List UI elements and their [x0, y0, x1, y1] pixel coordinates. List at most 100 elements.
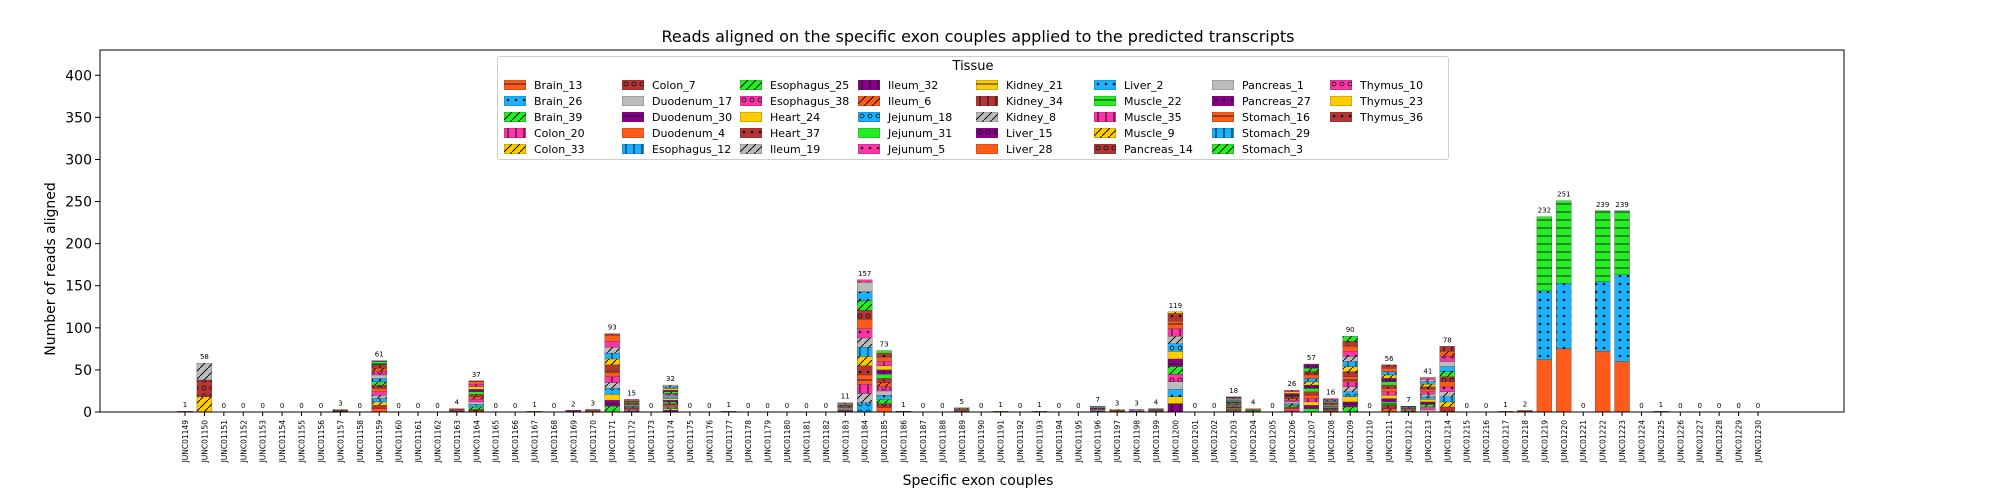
bar-total-label: 1 — [1037, 401, 1041, 409]
legend-swatch — [1094, 80, 1116, 90]
legend-swatch — [976, 96, 998, 106]
bar-segment — [1614, 274, 1630, 362]
x-tick-label: JUNC01200 — [1171, 420, 1180, 464]
legend-entry: Jejunum_31 — [858, 125, 976, 141]
legend-label: Stomach_3 — [1242, 142, 1303, 156]
x-tick-label: JUNC01222 — [1599, 420, 1608, 464]
bar-total-label: 119 — [1169, 302, 1182, 310]
legend-entry: Thymus_36 — [1330, 109, 1448, 125]
bar-segment — [857, 319, 873, 329]
legend-swatch — [1094, 144, 1116, 154]
bar-segment — [1381, 381, 1397, 386]
bar-segment — [1303, 368, 1319, 372]
bar-segment — [662, 384, 679, 387]
bar-total-label: 0 — [1698, 402, 1702, 410]
bar-segment — [1381, 364, 1397, 369]
bar-segment — [876, 386, 892, 392]
bar-total-label: 0 — [319, 402, 323, 410]
bar-segment — [468, 396, 484, 400]
legend-entry: Liver_2 — [1094, 77, 1212, 93]
bar-segment — [1284, 393, 1300, 396]
bar-segment — [857, 279, 873, 283]
x-tick-label: JUNC01168 — [550, 420, 559, 464]
legend-label: Thymus_36 — [1360, 110, 1424, 124]
legend-label: Brain_13 — [534, 78, 583, 92]
bar-segment — [1594, 210, 1611, 282]
bar-segment — [876, 407, 892, 413]
x-tick-label: JUNC01159 — [375, 420, 384, 464]
bar-segment — [604, 364, 620, 371]
bar-segment — [1342, 361, 1358, 367]
legend-entry: Ileum_19 — [740, 141, 858, 157]
x-tick-label: JUNC01198 — [1133, 420, 1142, 464]
x-tick-label: JUNC01230 — [1754, 420, 1763, 464]
bar-segment — [857, 347, 873, 357]
bar-segment — [1342, 406, 1358, 413]
bar-segment — [1342, 371, 1358, 377]
x-tick-label: JUNC01212 — [1404, 420, 1413, 464]
legend-entry: Liver_28 — [976, 141, 1094, 157]
bar-total-label: 0 — [921, 402, 925, 410]
bar-total-label: 3 — [1134, 399, 1138, 407]
legend-label: Liver_28 — [1006, 142, 1053, 156]
bar-segment — [332, 409, 349, 411]
bar-segment — [1303, 374, 1319, 379]
x-tick-label: JUNC01179 — [764, 420, 773, 464]
bar-total-label: 3 — [1115, 399, 1119, 407]
bar-total-label: 0 — [1756, 402, 1760, 410]
x-tick-label: JUNC01191 — [997, 420, 1006, 464]
bar-segment — [1420, 396, 1436, 400]
y-tick-label: 0 — [83, 405, 92, 421]
bar-segment — [1420, 384, 1436, 387]
bar-segment — [857, 337, 873, 348]
bar-segment — [857, 291, 873, 302]
legend-label: Pancreas_1 — [1242, 78, 1304, 92]
legend-entry: Kidney_21 — [976, 77, 1094, 93]
bar-segment — [468, 386, 484, 390]
bar-segment — [604, 358, 620, 366]
bar-segment — [1226, 396, 1242, 398]
x-tick-label: JUNC01160 — [395, 420, 404, 464]
bar-segment — [604, 400, 620, 407]
bar-segment — [662, 389, 679, 392]
x-tick-label: JUNC01223 — [1618, 420, 1627, 464]
bar-segment — [1167, 320, 1184, 329]
legend-entry: Duodenum_4 — [622, 125, 740, 141]
bar-total-label: 0 — [1717, 402, 1721, 410]
bar-segment — [1109, 409, 1125, 411]
legend-swatch — [1094, 112, 1116, 122]
bar-segment — [1284, 396, 1300, 399]
bar-segment — [1303, 388, 1319, 392]
bar-segment — [1167, 396, 1184, 405]
legend-entry: Pancreas_14 — [1094, 141, 1212, 157]
legend-entry: Kidney_34 — [976, 93, 1094, 109]
bar-total-label: 16 — [1326, 389, 1335, 397]
bar-segment — [371, 371, 387, 376]
bar-total-label: 0 — [1581, 402, 1585, 410]
legend-label: Pancreas_27 — [1242, 94, 1311, 108]
bar-total-label: 90 — [1346, 326, 1355, 334]
bar-segment — [876, 382, 892, 387]
bar-segment — [604, 405, 620, 413]
x-tick-label: JUNC01180 — [783, 420, 792, 464]
y-tick-label: 400 — [65, 68, 92, 84]
x-tick-label: JUNC01219 — [1540, 420, 1549, 464]
bar-total-label: 1 — [901, 401, 905, 409]
bar-total-label: 0 — [688, 402, 692, 410]
bar-segment — [1439, 366, 1455, 372]
bar-total-label: 2 — [571, 400, 575, 408]
bar-total-label: 11 — [841, 393, 850, 401]
legend-entry: Brain_26 — [504, 93, 622, 109]
legend-label: Heart_24 — [770, 110, 821, 124]
bar-total-label: 2 — [1523, 400, 1527, 408]
bar-segment — [1303, 398, 1319, 403]
bar-segment — [371, 405, 387, 409]
legend-swatch — [1212, 128, 1234, 138]
bar-segment — [662, 386, 679, 389]
bar-segment — [857, 356, 873, 366]
legend: Tissue Brain_13 Brain_26 Brain_39 Colon_20 C… — [497, 56, 1449, 160]
legend-entry: Colon_33 — [504, 141, 622, 157]
bar-segment — [1400, 405, 1417, 408]
x-tick-label: JUNC01202 — [1210, 420, 1219, 464]
bar-segment — [876, 390, 892, 396]
